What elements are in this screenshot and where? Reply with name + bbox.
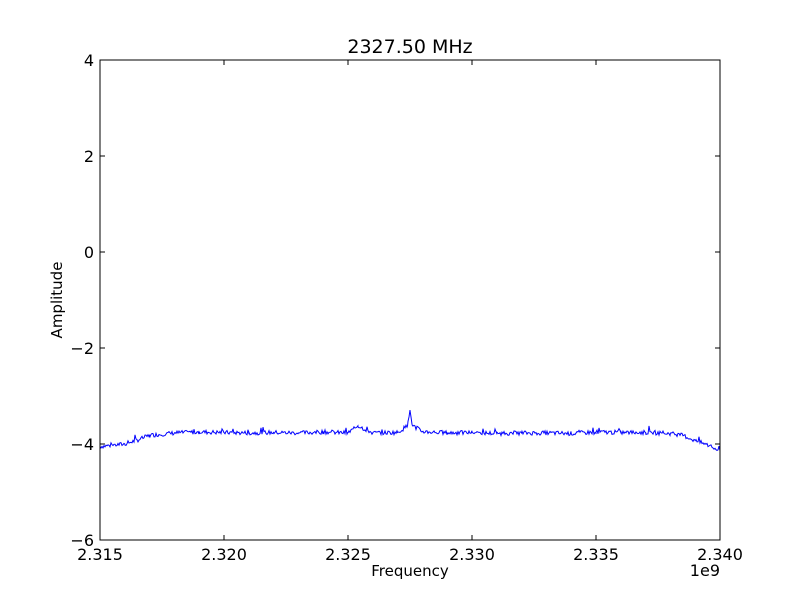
y-tick-label: 0 xyxy=(84,243,94,262)
y-tick-label: −6 xyxy=(70,531,94,550)
y-tick-label: −4 xyxy=(70,435,94,454)
series-line xyxy=(99,409,721,452)
chart-title: 2327.50 MHz xyxy=(347,36,472,58)
x-tick-label: 2.330 xyxy=(449,545,495,564)
y-tick-label: −2 xyxy=(70,339,94,358)
x-axis-label: Frequency xyxy=(371,562,449,580)
x-tick-label: 2.315 xyxy=(77,545,123,564)
y-tick-label: 2 xyxy=(84,147,94,166)
x-tick-label: 2.320 xyxy=(201,545,247,564)
plot-frame xyxy=(99,59,721,541)
plot-background xyxy=(100,60,720,540)
x-offset-label: 1e9 xyxy=(690,561,720,580)
y-axis-label: Amplitude xyxy=(48,262,66,339)
x-tick-label: 2.335 xyxy=(573,545,619,564)
x-tick-label: 2.325 xyxy=(325,545,371,564)
y-tick-label: 4 xyxy=(84,51,94,70)
x-tick-label: 2.340 xyxy=(697,545,743,564)
